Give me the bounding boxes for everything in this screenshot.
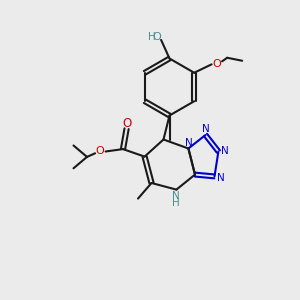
Text: O: O xyxy=(213,59,221,69)
Text: H: H xyxy=(172,197,180,208)
Text: O: O xyxy=(152,32,161,42)
Text: O: O xyxy=(96,146,105,156)
Text: N: N xyxy=(185,138,193,148)
Text: N: N xyxy=(221,146,229,157)
Text: N: N xyxy=(202,124,209,134)
Text: O: O xyxy=(122,117,131,130)
Text: H: H xyxy=(148,32,155,42)
Text: N: N xyxy=(217,173,225,183)
Text: N: N xyxy=(172,191,180,201)
